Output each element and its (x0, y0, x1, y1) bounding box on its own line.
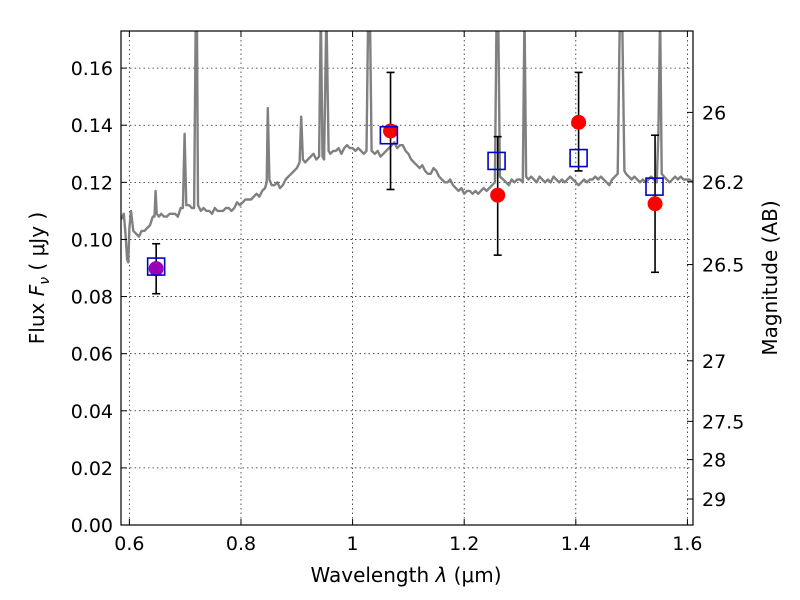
plot-frame (120, 30, 694, 526)
model-photometry-point (645, 177, 664, 196)
y-tick-label: 0.12 (71, 172, 113, 194)
y-tick-label: 0.04 (71, 401, 113, 423)
y-tick-label: 0.10 (71, 229, 113, 251)
plot-area (121, 31, 693, 264)
y2-tick-label: 26.5 (702, 255, 744, 277)
x-tick-label: 0.8 (226, 533, 256, 555)
spectrum-line (121, 31, 693, 264)
y-tick-label: 0.08 (71, 287, 113, 309)
y2-tick-label: 26.2 (702, 172, 744, 194)
y2-axis-label: Magnitude (AB) (758, 200, 782, 355)
x-tick-label: 1.4 (561, 533, 591, 555)
y2-tick-label: 28 (702, 450, 726, 472)
y-tick-label: 0.16 (71, 58, 113, 80)
x-tick-label: 1 (347, 533, 359, 555)
plot-background (121, 31, 693, 525)
y-axis-label: Flux Fν ( μJy ) (25, 212, 53, 344)
model-photometry-point (569, 148, 588, 168)
y-tick-label: 0.14 (71, 115, 113, 137)
x-tick-label: 0.6 (114, 533, 144, 555)
axis-ticks: 0.6 0.8 1 1.2 1.4 1.6 0.00 0.02 0.04 0.06 0.08 0.10… (71, 31, 744, 555)
observed-point (571, 114, 587, 130)
y-tick-label: 0.00 (71, 515, 113, 537)
observed-point (383, 123, 399, 139)
y-tick-label: 0.06 (71, 344, 113, 366)
observed-point (647, 196, 663, 212)
y2-tick-label: 27.5 (702, 411, 744, 433)
model-photometry-point (379, 125, 399, 145)
x-axis-label: Wavelength λ (μm) (310, 563, 501, 587)
y2-tick-label: 29 (702, 489, 726, 511)
y2-tick-label: 27 (702, 351, 726, 373)
data-markers (146, 71, 664, 295)
model-photometry-point (146, 257, 166, 276)
observed-point (490, 187, 506, 203)
x-tick-label: 1.2 (449, 533, 479, 555)
observed-point (148, 261, 164, 277)
x-tick-label: 1.6 (672, 533, 702, 555)
y-tick-label: 0.02 (71, 458, 113, 480)
y2-tick-label: 26 (702, 102, 726, 124)
model-photometry-point (487, 151, 506, 171)
